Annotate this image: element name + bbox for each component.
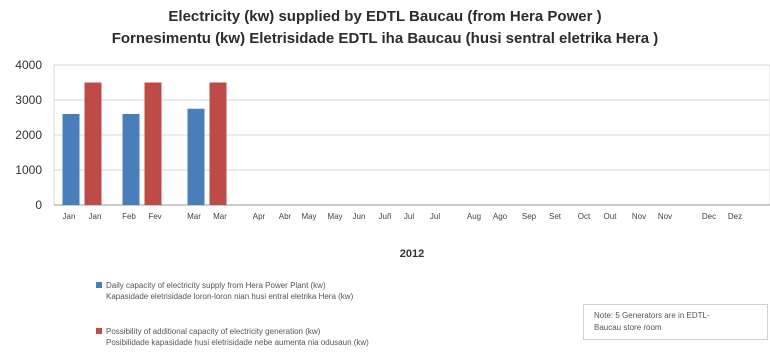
x-tick-label: Sep [522, 212, 537, 221]
bar-additional-capacity [84, 82, 102, 205]
x-tick-label: Apr [253, 212, 266, 221]
x-tick-label: Juñ [379, 212, 392, 221]
legend-label-tet: Kapasidade eletrisidade loron-loron nian… [106, 292, 354, 301]
legend-label-en: Possibility of additional capacity of el… [106, 327, 321, 336]
y-tick-label: 4000 [15, 58, 42, 72]
chart-title-block: Electricity (kw) supplied by EDTL Baucau… [0, 6, 770, 50]
x-tick-label: Feb [122, 212, 136, 221]
x-tick-label: Fev [148, 212, 161, 221]
note-line-1: Note: 5 Generators are in EDTL- [594, 311, 710, 320]
bar-daily-capacity [187, 108, 205, 205]
x-tick-label: Jan [89, 212, 102, 221]
x-tick-label: Mar [187, 212, 201, 221]
x-tick-label: Ago [493, 212, 508, 221]
legend-swatch-red [96, 328, 102, 334]
bar-daily-capacity [122, 114, 140, 205]
x-tick-label: Jul [430, 212, 440, 221]
x-tick-label: Set [549, 212, 562, 221]
bar-additional-capacity [144, 82, 162, 205]
x-tick-label: May [301, 212, 316, 221]
note-box: Note: 5 Generators are in EDTL- Baucau s… [583, 304, 768, 340]
bar-chart: 0 1000 2000 3000 4000 Jan Jan Feb Fev Mar Mar Apr Ab… [15, 58, 770, 260]
legend-label-tet: Posibilidade kapasidade husi eletrisidad… [106, 338, 369, 347]
y-tick-label: 1000 [15, 163, 42, 177]
note-line-2: Baucau store room [594, 323, 662, 332]
x-tick-label: Oct [578, 212, 591, 221]
legend-item-additional-capacity: Possibility of additional capacity of el… [96, 326, 536, 348]
x-tick-label: Dec [702, 212, 716, 221]
bar-additional-capacity [209, 82, 227, 205]
x-tick-label: Nov [658, 212, 672, 221]
y-tick-label: 3000 [15, 93, 42, 107]
x-tick-label: Nov [632, 212, 646, 221]
x-tick-label: Jun [353, 212, 366, 221]
x-tick-label: May [327, 212, 342, 221]
bar-daily-capacity [62, 114, 80, 205]
x-tick-label: Aug [467, 212, 481, 221]
legend-label-en: Daily capacity of electricity supply fro… [106, 281, 326, 290]
chart-title: Electricity (kw) supplied by EDTL Baucau… [168, 8, 602, 25]
y-tick-label: 2000 [15, 128, 42, 142]
x-tick-label: Dez [728, 212, 742, 221]
legend-swatch-blue [96, 282, 102, 288]
x-tick-label: Mar [213, 212, 227, 221]
legend-item-daily-capacity: Daily capacity of electricity supply fro… [96, 280, 536, 302]
chart-subtitle: Fornesimentu (kw) Eletrisidade EDTL iha … [111, 30, 659, 47]
x-tick-label: Abr [279, 212, 292, 221]
x-tick-label: Out [604, 212, 618, 221]
x-tick-label: Jul [404, 212, 414, 221]
y-tick-label: 0 [35, 198, 42, 212]
x-tick-label: Jan [63, 212, 76, 221]
x-axis-title: 2012 [400, 248, 424, 260]
